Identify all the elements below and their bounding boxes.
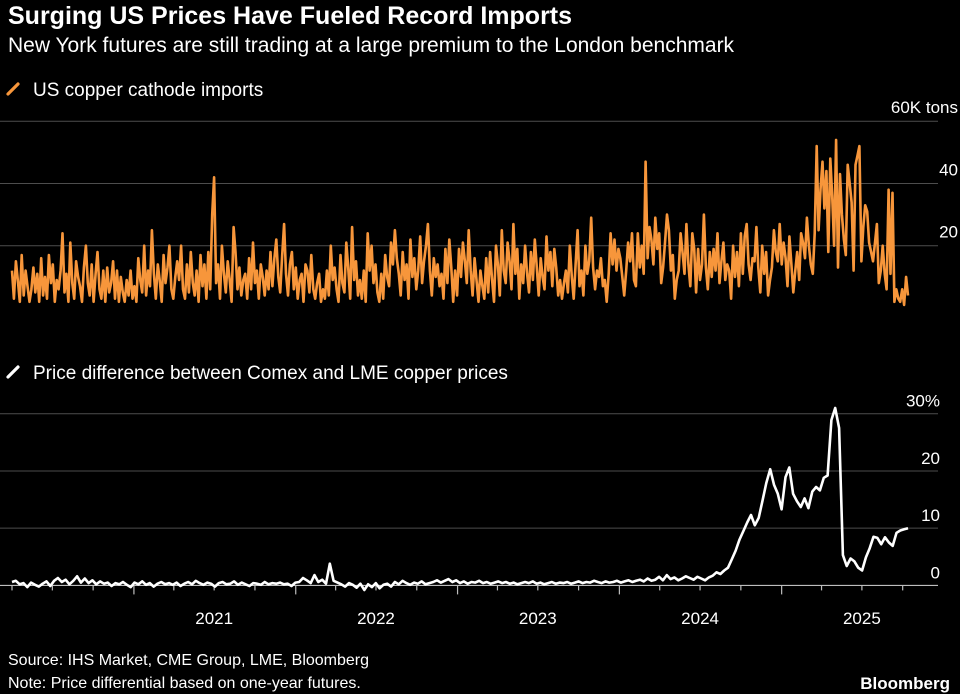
spread-y-tick-label: 10 [921,506,940,525]
x-tick-label: 2021 [195,609,233,628]
imports-series-line [10,138,910,307]
chart-title: Surging US Prices Have Fueled Record Imp… [8,2,573,30]
spread-legend-swatch [6,365,20,379]
bloomberg-logo: Bloomberg [860,674,950,693]
imports-y-tick-label: 60K tons [891,98,958,117]
source-note: Source: IHS Market, CME Group, LME, Bloo… [8,652,370,669]
x-tick-label: 2022 [357,609,395,628]
imports-legend-label: US copper cathode imports [33,80,263,101]
spread-y-tick-label: 20 [921,449,940,468]
imports-legend-swatch [6,82,20,96]
x-tick-label: 2024 [681,609,719,628]
spread-legend-label: Price difference between Comex and LME c… [33,363,508,384]
spread-y-tick-label: 0 [931,563,940,582]
footnote: Note: Price differential based on one-ye… [8,675,361,692]
chart-subtitle: New York futures are still trading at a … [8,34,735,57]
spread-y-tick-label: 30% [906,392,940,411]
x-tick-label: 2025 [843,609,881,628]
x-tick-label: 2023 [519,609,557,628]
imports-y-tick-label: 40 [939,160,958,179]
imports-y-tick-label: 20 [939,223,958,242]
spread-series-line [11,406,909,592]
